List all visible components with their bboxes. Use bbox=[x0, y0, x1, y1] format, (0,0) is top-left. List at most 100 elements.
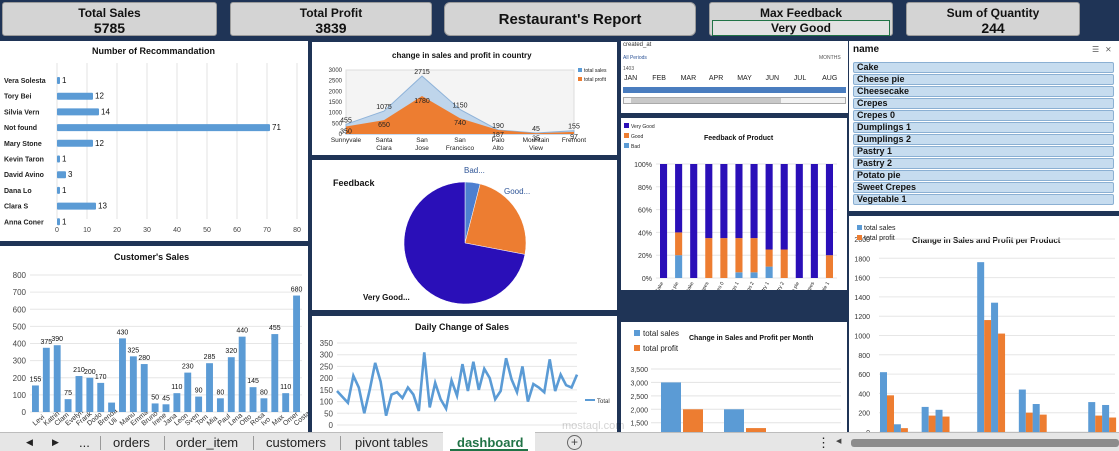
bar bbox=[206, 363, 213, 412]
feedback-pie-chart[interactable]: Feedback Bad... Good... Very Good... bbox=[312, 160, 617, 310]
chart-title: Daily Change of Sales bbox=[415, 322, 510, 332]
tab-dashboard[interactable]: dashboard bbox=[457, 435, 524, 450]
data-label: 190 bbox=[492, 123, 504, 130]
slicer-item[interactable]: Sweet Crepes bbox=[853, 182, 1114, 193]
feedback-product-chart[interactable]: Feedback of Product 0% 20% 40% 60% 80% 100% Ca… bbox=[621, 118, 847, 290]
timeline-month-label[interactable]: AUG bbox=[822, 75, 838, 82]
y-tick-label: 600 bbox=[13, 305, 27, 314]
bar-segment bbox=[750, 238, 758, 273]
timeline-bar[interactable] bbox=[623, 87, 846, 93]
y-tick-label: 0% bbox=[642, 276, 652, 283]
bar bbox=[129, 356, 137, 412]
slicer-item[interactable]: Pastry 1 bbox=[853, 146, 1114, 157]
multi-select-icon[interactable]: ☰ bbox=[1092, 45, 1100, 54]
month-chart[interactable]: Change in Sales and Profit per Month 3,5… bbox=[621, 322, 847, 432]
bar-segment bbox=[735, 164, 743, 239]
timeline-month-label[interactable]: JUN bbox=[765, 75, 780, 82]
y-tick-label: 2000 bbox=[854, 237, 870, 244]
bar bbox=[260, 398, 268, 412]
x-tick-label: Clara bbox=[376, 145, 392, 152]
y-tick-label: 200 bbox=[858, 411, 870, 418]
next-sheet-icon[interactable]: ▶ bbox=[52, 437, 59, 447]
slicer-item[interactable]: Cheese pie bbox=[853, 74, 1114, 85]
bar bbox=[1039, 414, 1047, 432]
timeline-month-label[interactable]: MAY bbox=[737, 75, 752, 82]
kpi-value: 244 bbox=[981, 20, 1005, 36]
horizontal-scrollbar[interactable]: ◀ bbox=[836, 438, 842, 445]
data-label: 455 bbox=[269, 325, 281, 332]
y-tick-label: 100% bbox=[634, 162, 652, 169]
horizontal-scroll-thumb[interactable] bbox=[851, 439, 1119, 447]
data-label: 680 bbox=[291, 287, 303, 294]
y-tick-label: 400 bbox=[13, 340, 27, 349]
slicer-item[interactable]: Cheesecake bbox=[853, 86, 1114, 97]
timeline-slicer[interactable]: created_at All Periods MONTHS 1403 JAN FE… bbox=[621, 41, 848, 113]
clear-filter-icon[interactable]: ⨯ bbox=[1105, 45, 1112, 54]
bar bbox=[57, 108, 99, 116]
kpi-value[interactable]: Very Good bbox=[712, 20, 890, 36]
timeline-month-label[interactable]: JAN bbox=[624, 75, 638, 82]
y-tick-label: 2,000 bbox=[630, 407, 648, 414]
y-tick-label: 200 bbox=[320, 374, 334, 383]
y-tick-label: 500 bbox=[332, 121, 343, 127]
country-chart[interactable]: change in sales and profit in country 0 5… bbox=[312, 42, 617, 155]
data-label: 1075 bbox=[376, 104, 392, 111]
bar bbox=[57, 77, 60, 84]
tab-customers[interactable]: customers bbox=[266, 435, 326, 450]
y-tick-label: 1000 bbox=[329, 111, 343, 117]
country-area-plot: 0 500 1000 1500 2000 2500 3000 455 1075 2715 1150 1… bbox=[329, 68, 607, 152]
timeline-all-periods[interactable]: All Periods bbox=[623, 55, 647, 61]
data-label: 13 bbox=[98, 202, 107, 211]
slicer-item[interactable]: Dumplings 1 bbox=[853, 122, 1114, 133]
pie-label: Bad... bbox=[464, 166, 485, 175]
bar-segment bbox=[810, 164, 818, 278]
x-tick-label: Jose bbox=[415, 145, 429, 152]
recommendation-chart[interactable]: Number of Recommandation 0 10 20 30 40 50 60 70… bbox=[0, 41, 308, 241]
x-tick-label: 30 bbox=[143, 227, 151, 234]
bar-segment bbox=[720, 238, 728, 278]
bar bbox=[746, 428, 766, 432]
data-label: 210 bbox=[73, 367, 85, 374]
timeline-field: created_at bbox=[623, 42, 652, 48]
more-sheets[interactable]: ... bbox=[79, 435, 90, 450]
bar bbox=[661, 382, 681, 432]
y-category-label: Not found bbox=[4, 125, 37, 132]
timeline-scroll-thumb[interactable] bbox=[631, 98, 781, 103]
y-tick-label: 100 bbox=[320, 398, 334, 407]
product-chart[interactable]: Change in Sales and Profit per Product 0… bbox=[849, 216, 1119, 432]
bar bbox=[1095, 415, 1103, 432]
data-label: 3 bbox=[68, 170, 73, 179]
data-label: 35 bbox=[532, 135, 540, 142]
y-category-label: Tory Bei bbox=[4, 94, 32, 101]
y-category-label: Dana Lo bbox=[4, 188, 32, 195]
kpi-label: Sum of Quantity bbox=[946, 6, 1040, 20]
legend-swatch bbox=[624, 143, 629, 148]
timeline-unit[interactable]: MONTHS bbox=[819, 55, 841, 61]
data-label: 80 bbox=[260, 389, 268, 396]
add-sheet-icon[interactable]: + bbox=[567, 435, 582, 450]
timeline-month-label[interactable]: JUL bbox=[793, 75, 807, 82]
slicer-item[interactable]: Pastry 2 bbox=[853, 158, 1114, 169]
timeline-month-label[interactable]: FEB bbox=[652, 75, 666, 82]
tab-pivont-tables[interactable]: pivont tables bbox=[355, 435, 428, 450]
slicer-item[interactable]: Cake bbox=[853, 62, 1114, 73]
data-label: 740 bbox=[454, 120, 466, 127]
x-tick-label: San bbox=[416, 137, 428, 144]
timeline-month-label[interactable]: MAR bbox=[680, 75, 697, 82]
slicer-item[interactable]: Crepes 0 bbox=[853, 110, 1114, 121]
customer-sales-chart[interactable]: Customer's Sales 0 100 200 300 400 500 600 700 8… bbox=[0, 246, 308, 432]
daily-sales-chart[interactable]: Daily Change of Sales 0 50 100 150 200 250 300… bbox=[312, 316, 617, 432]
bar bbox=[928, 415, 936, 432]
slicer-item[interactable]: Crepes bbox=[853, 98, 1114, 109]
tab-order-item[interactable]: order_item bbox=[176, 435, 239, 450]
slicer-item[interactable]: Potato pie bbox=[853, 170, 1114, 181]
timeline-month-label[interactable]: APR bbox=[708, 75, 724, 82]
bar bbox=[249, 387, 257, 412]
prev-sheet-icon[interactable]: ◀ bbox=[26, 437, 33, 447]
tab-orders[interactable]: orders bbox=[113, 435, 150, 450]
slicer-item[interactable]: Vegetable 1 bbox=[853, 194, 1114, 205]
options-icon[interactable]: ⋮ bbox=[817, 435, 830, 450]
data-label: 280 bbox=[138, 355, 150, 362]
y-tick-label: 1500 bbox=[329, 100, 343, 106]
slicer-item[interactable]: Dumplings 2 bbox=[853, 134, 1114, 145]
